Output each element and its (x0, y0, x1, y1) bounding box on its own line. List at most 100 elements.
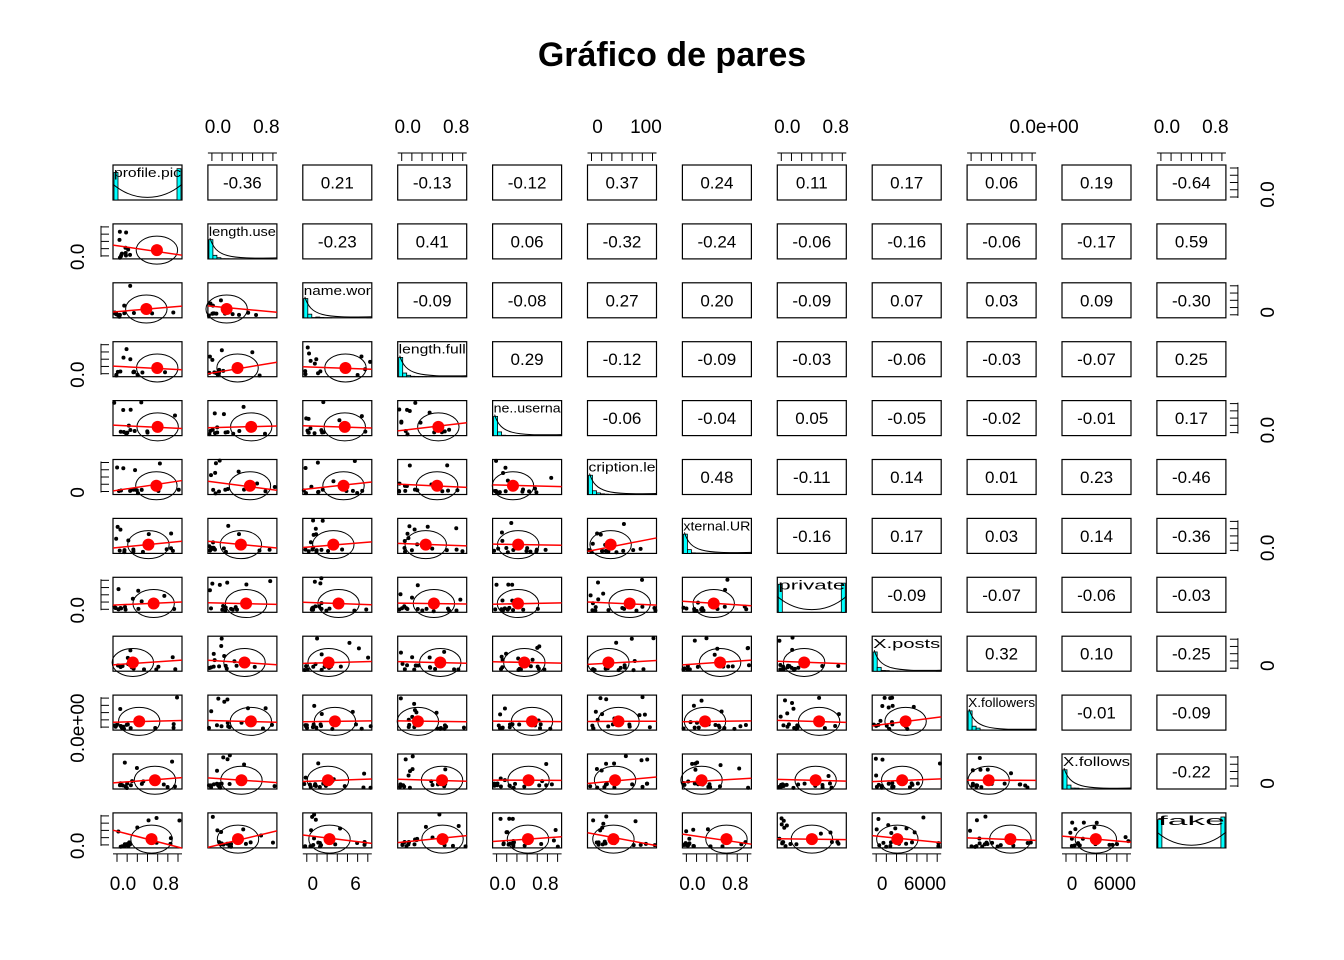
scatter-point (648, 725, 652, 729)
panel-r3-c4: 0.29 (493, 342, 562, 377)
scatter-point (432, 609, 436, 613)
scatter-point (175, 695, 179, 699)
smooth-line (398, 662, 467, 664)
mean-dot (339, 362, 351, 374)
panel-r8-c5 (588, 636, 657, 676)
histogram-bar (1063, 770, 1067, 789)
panel-r10-c0 (113, 754, 182, 794)
panel-r4-c0 (112, 400, 182, 440)
bottom-tick-label: 0.8 (153, 874, 179, 895)
scatter-point (640, 605, 644, 609)
scatter-point (878, 719, 882, 723)
correlation-value: -0.09 (413, 291, 452, 310)
scatter-point (794, 842, 798, 846)
variable-name: length.full (399, 342, 466, 357)
panel-r9-c5 (588, 695, 657, 735)
panel-r8-c2 (303, 636, 372, 676)
scatter-point (304, 466, 308, 470)
scatter-point (819, 832, 823, 836)
panel-r8-c9: 0.32 (967, 636, 1036, 671)
mean-dot (339, 421, 351, 433)
scatter-point (412, 702, 416, 706)
scatter-point (983, 815, 987, 819)
scatter-point (125, 347, 129, 351)
scatter-point (785, 824, 789, 828)
smooth-line (398, 423, 467, 431)
correlation-value: 0.41 (416, 232, 449, 251)
scatter-point (356, 373, 360, 377)
scatter-point (783, 844, 787, 848)
scatter-point (892, 785, 896, 789)
scatter-point (590, 724, 594, 728)
scatter-point (880, 758, 884, 762)
mean-dot (699, 715, 711, 727)
scatter-point (140, 599, 144, 603)
scatter-point (534, 490, 538, 494)
scatter-point (645, 757, 649, 761)
scatter-point (264, 706, 268, 710)
scatter-point (640, 578, 644, 582)
scatter-point (398, 592, 402, 596)
scatter-point (836, 664, 840, 668)
scatter-point (437, 813, 441, 817)
scatter-point (780, 816, 784, 820)
mean-dot (436, 774, 448, 786)
histogram-bar (881, 670, 885, 671)
scatter-point (209, 709, 213, 713)
panel-r5-c6: 0.48 (682, 460, 751, 495)
panel-r5-c9: 0.01 (967, 460, 1036, 495)
scatter-point (704, 636, 708, 640)
correlation-value: -0.22 (1172, 763, 1211, 782)
correlation-value: -0.06 (982, 232, 1021, 251)
mean-dot (245, 421, 257, 433)
scatter-point (309, 359, 313, 363)
scatter-point (128, 357, 132, 361)
scatter-point (318, 581, 322, 585)
scatter-point (893, 826, 897, 830)
scatter-point (122, 430, 126, 434)
scatter-point (506, 550, 510, 554)
scatter-point (212, 652, 216, 656)
scatter-point (904, 842, 908, 846)
scatter-point (212, 311, 216, 315)
scatter-point (320, 652, 324, 656)
panel-r1-c10: -0.17 (1062, 224, 1131, 259)
scatter-point (408, 786, 412, 790)
panel-r7-c8: -0.09 (872, 577, 941, 612)
scatter-point (321, 519, 325, 523)
scatter-point (223, 488, 227, 492)
scatter-point (166, 785, 170, 789)
scatter-point (113, 723, 117, 727)
scatter-point (312, 704, 316, 708)
scatter-point (428, 666, 432, 670)
panel-r8-c1 (207, 636, 276, 676)
mean-dot (714, 656, 726, 668)
panel-r0-c8: 0.17 (872, 165, 941, 200)
scatter-point (399, 421, 403, 425)
scatter-point (311, 665, 315, 669)
correlation-value: -0.07 (982, 586, 1021, 605)
panel-r11-c5 (588, 813, 657, 853)
scatter-point (402, 785, 406, 789)
scatter-point (777, 639, 781, 643)
scatter-point (458, 598, 462, 602)
scatter-point (226, 757, 230, 761)
scatter-point (141, 550, 145, 554)
panel-r0-c2: 0.21 (303, 165, 372, 200)
scatter-point (357, 646, 361, 650)
smooth-line (113, 660, 182, 665)
scatter-point (685, 843, 689, 847)
panel-r5-c4 (492, 459, 561, 500)
panel-frame (588, 636, 657, 671)
scatter-point (731, 664, 735, 668)
panel-r0-c9: 0.06 (967, 165, 1036, 200)
scatter-point (598, 696, 602, 700)
scatter-point (316, 461, 320, 465)
scatter-point (1124, 835, 1128, 839)
mean-dot (428, 598, 440, 610)
scatter-point (116, 370, 120, 374)
top-tick-label: 0.8 (253, 117, 279, 138)
scatter-point (639, 547, 643, 551)
scatter-point (397, 489, 401, 493)
panel-r7-c3 (397, 577, 466, 617)
